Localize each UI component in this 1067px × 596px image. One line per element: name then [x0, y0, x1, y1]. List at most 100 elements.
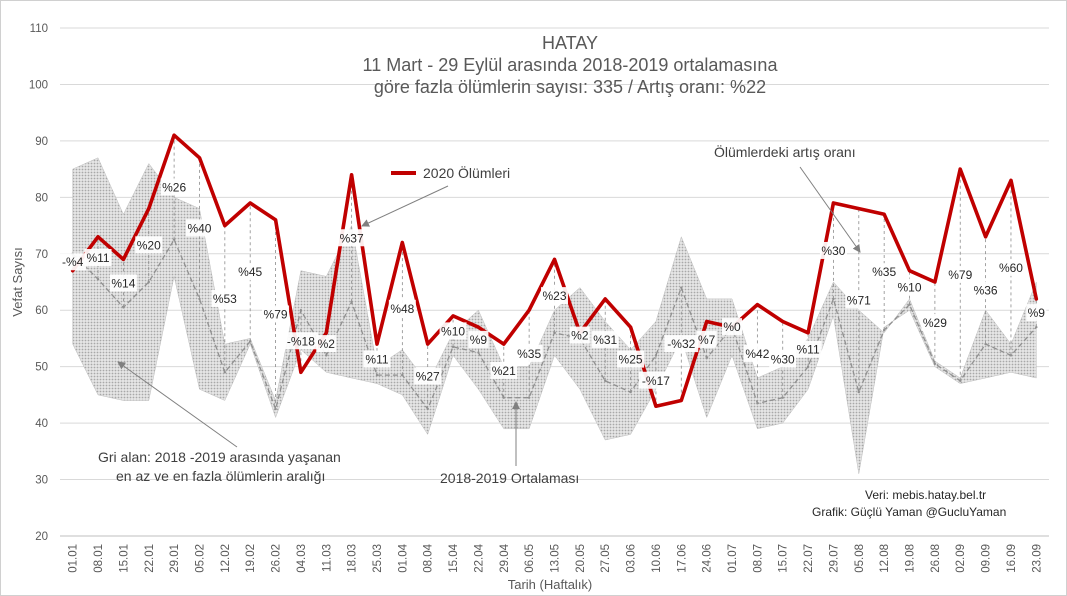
x-tick-label: 17.06: [676, 544, 688, 573]
series-2020-point: [451, 314, 455, 318]
data-label: %27: [416, 370, 440, 384]
x-tick-label: 13.05: [550, 544, 562, 573]
data-label-bg: [638, 371, 673, 389]
gri-alan-arrow: [117, 361, 238, 448]
series-2020-point: [857, 207, 861, 211]
data-label: %29: [923, 316, 947, 330]
series-2020-point: [223, 224, 227, 228]
data-label-bg: [490, 361, 518, 379]
chart-title: HATAY: [542, 33, 598, 53]
y-tick-label: 50: [35, 362, 48, 374]
data-label: %31: [593, 333, 617, 347]
average-point: [654, 354, 658, 357]
credit-author: Grafik: Güçlü Yaman @GucluYaman: [812, 505, 1006, 519]
x-tick-label: 16.09: [1006, 544, 1018, 573]
data-labels: -%4 %11%14%20%26%40%53%45%79-%18 %2%37%11%…: [59, 178, 1047, 389]
data-label-bg: [515, 344, 543, 362]
data-label-bg: [569, 326, 590, 344]
series-2020-point: [553, 257, 556, 261]
series-2020-point: [324, 331, 328, 335]
average-point: [806, 365, 810, 368]
chart-subtitle-line-2: göre fazla ölümlerin sayısı: 335 / Artış…: [374, 77, 766, 97]
x-tick-label: 24.06: [702, 544, 714, 573]
data-label: %79: [948, 268, 972, 282]
series-2020-point: [299, 370, 303, 374]
average-point: [375, 373, 379, 377]
x-tick-label: 04.03: [296, 544, 308, 573]
series-2020-point: [96, 235, 100, 239]
series-2020-point: [1009, 178, 1013, 182]
series-2020-point: [527, 308, 531, 312]
series-2020-point: [806, 331, 810, 335]
average-point: [502, 396, 505, 399]
x-tick-label: 19.08: [905, 544, 917, 573]
y-tick-label: 90: [35, 136, 48, 148]
data-label: %2: [318, 337, 336, 351]
data-label: %26: [162, 180, 186, 194]
data-label-bg: [722, 318, 743, 336]
data-label: %40: [187, 221, 211, 235]
series-2020-point: [476, 325, 480, 329]
average-point: [1009, 354, 1013, 357]
series-2020-point: [933, 280, 937, 284]
data-label: %9: [470, 333, 488, 347]
series-2020-point: [502, 342, 506, 346]
x-tick-label: 15.07: [778, 544, 790, 573]
series-2020-point: [172, 133, 176, 137]
data-label: %9: [1028, 306, 1046, 320]
average-point: [959, 379, 962, 382]
y-tick-label: 70: [35, 249, 48, 261]
data-label: -%18: [287, 334, 315, 348]
series-2020-point: [375, 342, 379, 346]
x-tick-label: 29.07: [828, 544, 840, 573]
data-label: %71: [847, 293, 871, 307]
data-label-bg: [946, 265, 974, 283]
data-label-bg: [541, 287, 568, 305]
average-point: [781, 396, 784, 399]
average-point: [705, 357, 708, 360]
data-label: %25: [619, 353, 643, 367]
average-point: [933, 362, 937, 366]
x-tick-label: 08.07: [752, 544, 764, 573]
data-label-bg: [135, 236, 163, 254]
data-label-bg: [84, 249, 112, 267]
data-label-bg: [211, 289, 239, 307]
grid: [60, 27, 1049, 537]
data-label-bg: [439, 322, 467, 340]
data-label-bg: [794, 340, 822, 358]
average-point: [198, 297, 201, 301]
data-label-bg: [236, 263, 264, 281]
data-label-bg: [591, 330, 619, 348]
average-point: [604, 379, 607, 382]
data-label: %10: [898, 281, 922, 295]
x-tick-label: 03.06: [626, 544, 638, 573]
y-axis-ticks: 20 30 40 50 60 70 80 90 100 110: [29, 23, 48, 543]
gri-alan-annotation-line-2: en az ve en fazla ölümlerin aralığı: [116, 468, 325, 484]
artis-orani-annotation: Ölümlerdeki artış oranı: [714, 143, 856, 160]
ortalama-annotation: 2018-2019 Ortalaması: [440, 470, 579, 486]
series-2020-point: [958, 167, 962, 171]
x-tick-label: 10.06: [651, 544, 663, 573]
x-tick-label: 09.09: [981, 544, 993, 573]
data-label-bg: [185, 219, 213, 237]
x-tick-label: 06.05: [524, 544, 536, 573]
data-label-bg: [316, 335, 337, 353]
data-label: %10: [441, 324, 465, 338]
data-label-bg: [160, 178, 188, 196]
series-2020-point: [908, 269, 912, 273]
data-label: %2: [571, 329, 589, 343]
data-label: %7: [698, 333, 716, 347]
data-label: %45: [238, 265, 262, 279]
data-label: %21: [492, 364, 516, 378]
data-label-bg: [338, 229, 366, 247]
series-2020-point: [1034, 297, 1038, 301]
series-2020-point: [984, 235, 988, 239]
x-tick-label: 22.07: [803, 544, 815, 573]
data-label-bg: [283, 332, 318, 350]
data-label: -%4: [62, 255, 84, 269]
average-point: [248, 340, 252, 343]
average-point: [426, 407, 429, 411]
x-tick-label: 29.04: [499, 543, 511, 572]
average-point: [1035, 325, 1038, 329]
series-2020-point: [882, 212, 886, 216]
